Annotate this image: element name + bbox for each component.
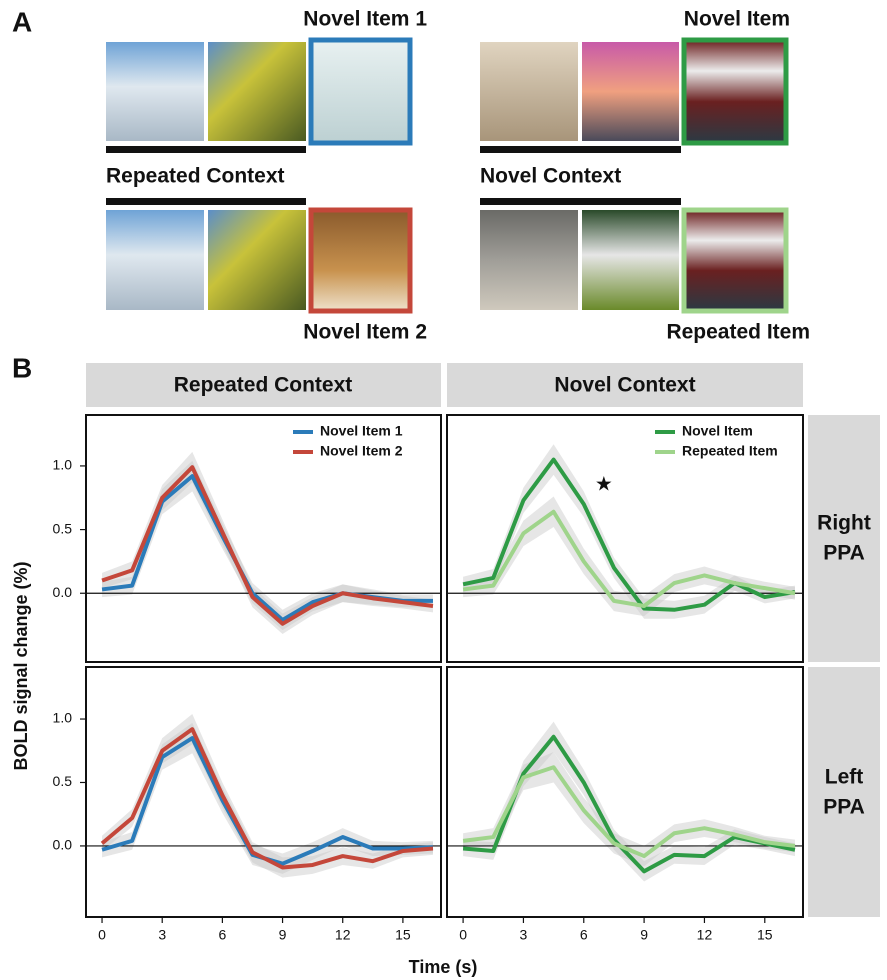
row-title: PPA (823, 796, 865, 819)
x-tick-label: 15 (395, 927, 411, 943)
panel-a: A Novel Item 1 Novel Item Repeated Conte… (12, 6, 810, 343)
strip (808, 667, 880, 917)
y-tick-label: 1.0 (53, 457, 73, 473)
plot: 0.0 0.5 1.0 Novel Item 1 Novel Item 2 (53, 415, 441, 662)
strip (808, 415, 880, 662)
caption: Novel Context (480, 165, 621, 188)
x-tick-label: 0 (98, 927, 106, 943)
column-title: Repeated Context (174, 374, 353, 397)
image-theater (684, 210, 786, 311)
x-tick-label: 9 (640, 927, 648, 943)
image-garage (480, 210, 578, 310)
image-trees (208, 210, 306, 310)
image-houses (582, 210, 679, 310)
plot-frame (86, 667, 441, 917)
x-tick-label: 12 (335, 927, 351, 943)
context-bar (106, 146, 306, 153)
plot-area (86, 452, 441, 634)
image-trees (208, 42, 306, 141)
error-band (463, 496, 795, 616)
caption: Repeated Context (106, 165, 285, 188)
caption: Repeated Item (666, 321, 810, 344)
row-title: PPA (823, 542, 865, 565)
legend-label: Repeated Item (682, 443, 778, 459)
y-tick-label: 0.0 (53, 837, 73, 853)
image-theater (684, 40, 786, 143)
image-bathroom (311, 40, 410, 143)
annotation: ★ (595, 473, 613, 495)
x-tick-label: 15 (757, 927, 773, 943)
caption: Novel Item 1 (303, 8, 427, 31)
column-title: Novel Context (554, 374, 695, 397)
x-tick-label: 0 (459, 927, 467, 943)
plot-area (447, 444, 803, 618)
x-axis-label: Time (s) (409, 957, 478, 977)
caption: Novel Item (684, 8, 790, 31)
legend-label: Novel Item 1 (320, 423, 403, 439)
plot: 0.0 0.5 1.0 0 3 6 9 12 15 (53, 667, 441, 943)
legend-label: Novel Item (682, 423, 753, 439)
x-tick-label: 6 (218, 927, 226, 943)
image-dining (311, 210, 410, 311)
plot: 0 3 6 9 12 15 (447, 667, 803, 943)
y-tick-label: 0.5 (53, 520, 73, 536)
x-tick-label: 12 (697, 927, 713, 943)
x-tick-label: 3 (158, 927, 166, 943)
context-bar (480, 198, 681, 205)
plot: ★ Novel Item Repeated Item (447, 415, 803, 662)
x-tick-label: 6 (580, 927, 588, 943)
x-tick-label: 9 (279, 927, 287, 943)
context-bar (480, 146, 681, 153)
y-tick-label: 0.5 (53, 773, 73, 789)
image-city (582, 42, 679, 141)
y-tick-label: 0.0 (53, 584, 73, 600)
row-title: Right (817, 512, 871, 535)
panel-label: A (12, 6, 32, 37)
legend-label: Novel Item 2 (320, 443, 403, 459)
y-tick-label: 1.0 (53, 710, 73, 726)
plot-area (86, 714, 441, 878)
row-title: Left (825, 766, 864, 789)
panel-label: B (12, 352, 32, 383)
image-gallery (480, 42, 578, 141)
plot-area (447, 722, 803, 882)
image-mountain (106, 210, 204, 310)
figure: A Novel Item 1 Novel Item Repeated Conte… (0, 0, 887, 980)
y-axis-label: BOLD signal change (%) (11, 561, 31, 770)
x-tick-label: 3 (520, 927, 528, 943)
plot-frame (447, 667, 803, 917)
image-mountain (106, 42, 204, 141)
caption: Novel Item 2 (303, 321, 427, 344)
context-bar (106, 198, 306, 205)
